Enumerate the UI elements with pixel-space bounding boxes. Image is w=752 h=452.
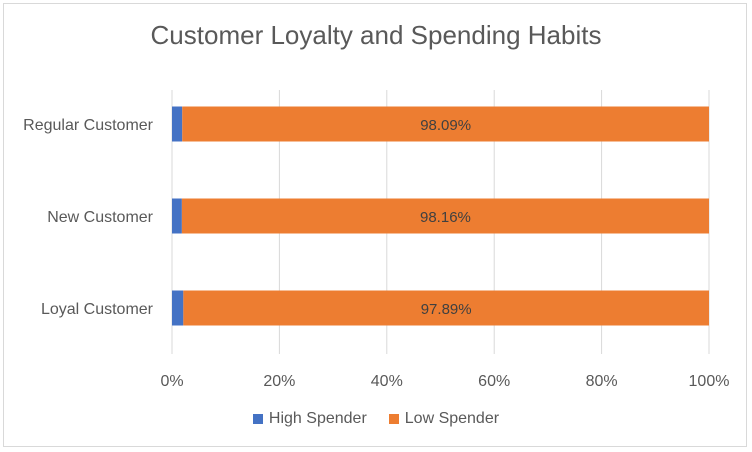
bar-low-spender [182, 106, 709, 142]
legend: High Spender Low Spender [0, 410, 752, 428]
y-category-label: Loyal Customer [41, 301, 154, 318]
x-tick-label: 80% [586, 373, 618, 390]
y-category-label: New Customer [47, 209, 153, 226]
data-label: 98.16% [420, 209, 471, 226]
legend-label-high-spender: High Spender [268, 410, 367, 427]
y-category-label: Regular Customer [23, 117, 154, 134]
x-tick-label: 100% [689, 373, 730, 390]
bar-low-spender [181, 198, 709, 234]
legend-item-low-spender: Low Spender [388, 410, 500, 428]
chart-title: Customer Loyalty and Spending Habits [150, 20, 602, 50]
bar-high-spender [172, 290, 184, 326]
legend-swatch-high-spender [252, 414, 263, 424]
bar-high-spender [172, 106, 183, 142]
bar-high-spender [172, 198, 182, 234]
legend-swatch-low-spender [388, 414, 399, 424]
legend-item-high-spender: High Spender [252, 410, 367, 428]
x-tick-label: 20% [263, 373, 295, 390]
x-tick-label: 40% [371, 373, 403, 390]
data-label: 98.09% [420, 117, 471, 134]
x-tick-label: 60% [478, 373, 510, 390]
data-label: 97.89% [421, 301, 472, 318]
bar-low-spender [183, 290, 710, 326]
x-tick-label: 0% [160, 373, 183, 390]
legend-label-low-spender: Low Spender [404, 410, 500, 427]
